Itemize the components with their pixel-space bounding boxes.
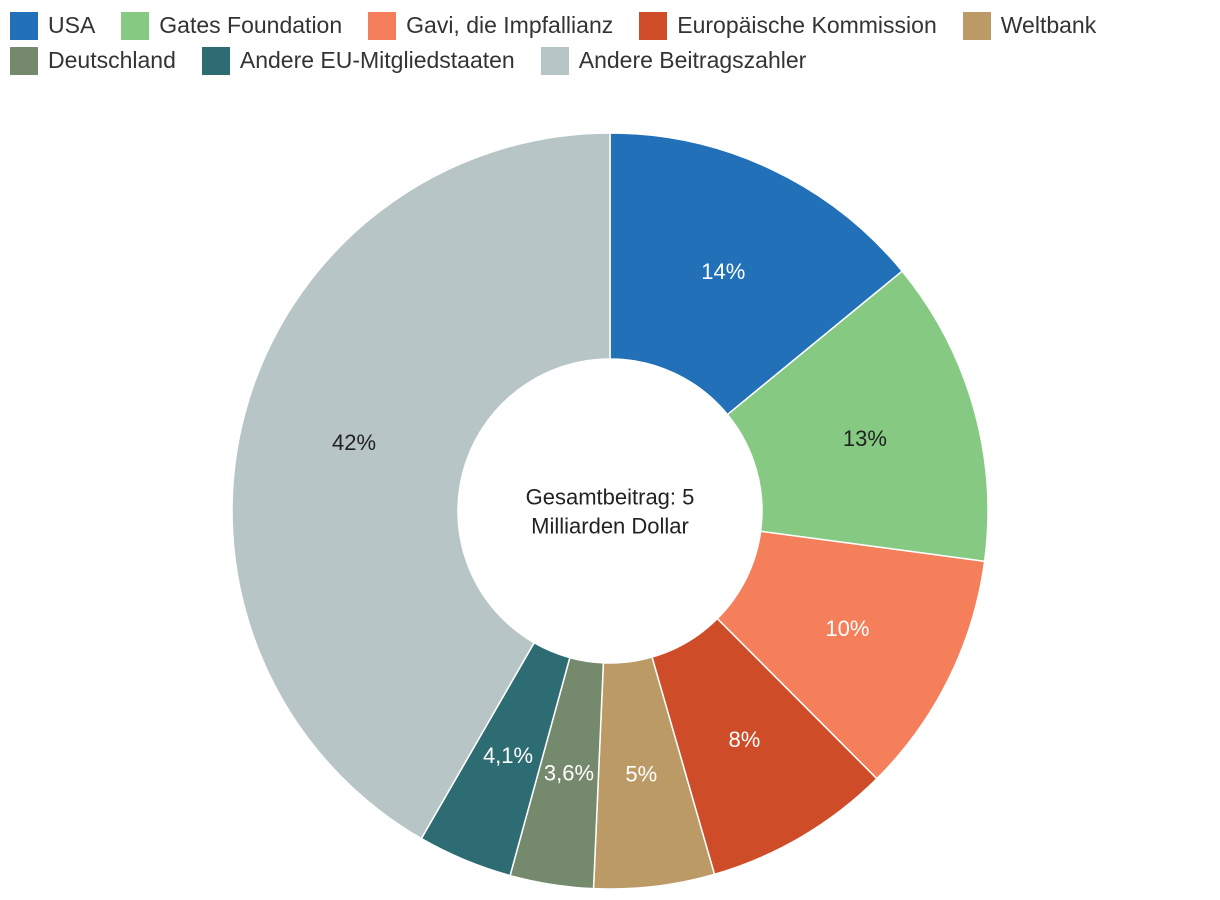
slice-label-usa: 14% — [701, 259, 745, 284]
legend-item-usa: USA — [10, 11, 96, 40]
slice-label-andere-eu-mitgliedstaaten: 4,1% — [483, 743, 533, 768]
legend-swatch-europaeische-kommission — [639, 11, 668, 40]
legend-swatch-deutschland — [10, 46, 38, 75]
legend-item-gavi: Gavi, die Impfallianz — [368, 11, 614, 40]
legend-label-gavi: Gavi, die Impfallianz — [406, 12, 614, 38]
legend-swatch-weltbank — [962, 11, 991, 40]
slice-usa — [609, 132, 904, 416]
legend-item-andere-eu-mitgliedstaaten: Andere EU-Mitgliedstaaten — [201, 46, 515, 75]
slice-gates-foundation — [726, 270, 989, 563]
legend-item-weltbank: Weltbank — [962, 11, 1097, 40]
legend-row-2: Deutschland Andere EU-Mitgliedstaaten An… — [10, 43, 1210, 78]
slice-gavi-die-impfallianz — [716, 530, 986, 780]
slice-label-gavi-die-impfallianz: 10% — [825, 616, 869, 641]
legend-swatch-usa — [10, 11, 38, 40]
legend-swatch-andere-eu-mitgliedstaaten — [201, 46, 230, 75]
legend-item-gates-foundation: Gates Foundation — [121, 11, 343, 40]
legend-row-1: USA Gates Foundation Gavi, die Impfallia… — [10, 8, 1210, 43]
legend-label-usa: USA — [48, 12, 96, 38]
legend-swatch-gavi — [368, 11, 397, 40]
slice-label-weltbank: 5% — [625, 762, 657, 787]
legend-item-europaeische-kommission: Europäische Kommission — [639, 11, 937, 40]
slice-label-gates-foundation: 13% — [843, 426, 887, 451]
slice-label-europaeische-kommission: 8% — [729, 727, 761, 752]
legend-item-andere-beitragszahler: Andere Beitragszahler — [540, 46, 807, 75]
legend-label-deutschland: Deutschland — [48, 47, 176, 73]
legend-item-deutschland: Deutschland — [10, 46, 176, 75]
legend-swatch-gates-foundation — [121, 11, 150, 40]
legend-label-europaeische-kommission: Europäische Kommission — [677, 12, 937, 38]
legend-label-weltbank: Weltbank — [1000, 12, 1097, 38]
center-label-line-2: Milliarden Dollar — [531, 514, 689, 539]
legend-label-gates-foundation: Gates Foundation — [159, 12, 343, 38]
slice-andere-beitragszahler — [231, 132, 611, 840]
legend-label-andere-eu-mitgliedstaaten: Andere EU-Mitgliedstaaten — [239, 47, 515, 73]
slice-label-deutschland: 3,6% — [544, 760, 594, 785]
chart-legend: USA Gates Foundation Gavi, die Impfallia… — [10, 8, 1210, 78]
legend-swatch-andere-beitragszahler — [540, 46, 569, 75]
center-label-line-1: Gesamtbeitrag: 5 — [526, 485, 695, 510]
slice-label-andere-beitragszahler: 42% — [332, 430, 376, 455]
legend-label-andere-beitragszahler: Andere Beitragszahler — [578, 47, 807, 73]
